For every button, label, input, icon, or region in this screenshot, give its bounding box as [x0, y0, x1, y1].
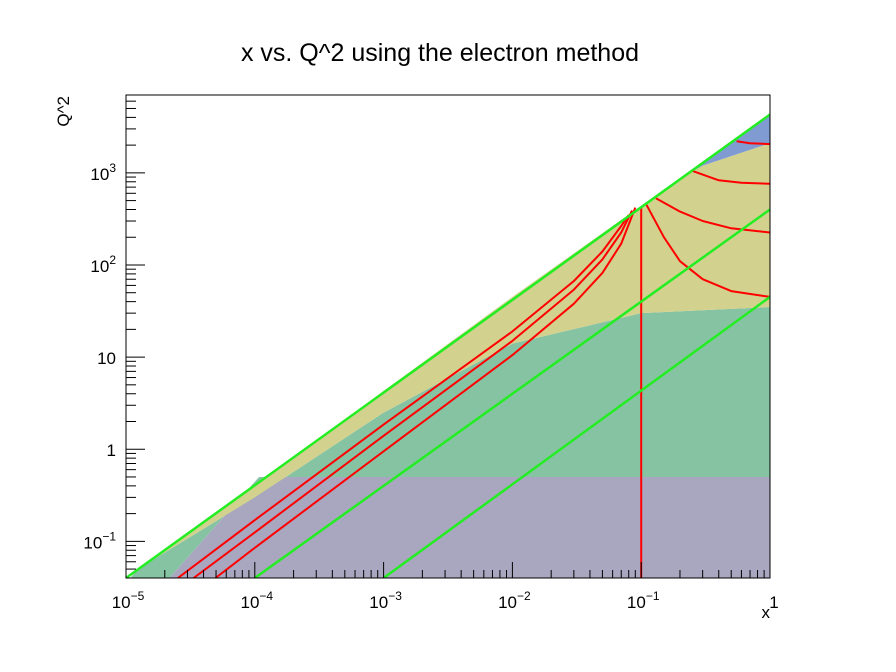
plot-frame: [125, 94, 771, 579]
x-tick-label: 10−5: [112, 589, 145, 612]
red-curve-4: [645, 204, 770, 298]
y-tick-label: 10: [97, 349, 116, 368]
region-2: [137, 143, 770, 570]
green-line-2: [382, 295, 770, 578]
region-1: [130, 307, 770, 578]
phase-space-regions: [130, 114, 770, 578]
x-tick-label: 10−1: [627, 589, 660, 612]
y-tick-label: 102: [90, 253, 116, 276]
red-curve-7: [736, 140, 770, 146]
y-axis-label: Q^2: [54, 96, 73, 127]
y-tick-label: 10−1: [83, 529, 116, 552]
x-tick-label: 10−2: [498, 589, 531, 612]
region-0: [169, 477, 770, 578]
tick-labels: 10−5 10−4 10−3 10−2 10−1 1 10−1 1 10 102 103: [83, 161, 778, 612]
red-curve-6: [692, 169, 770, 185]
red-curve-1: [193, 210, 633, 578]
green-line-0: [126, 113, 770, 578]
chart-title: x vs. Q^2 using the electron method: [241, 39, 639, 67]
curves: [126, 113, 770, 578]
x-tick-label: 1: [769, 593, 778, 612]
x-tick-label: 10−3: [369, 589, 402, 612]
y-tick-label: 1: [107, 441, 116, 460]
green-line-1: [254, 208, 770, 578]
axis-ticks: [125, 94, 771, 579]
x-tick-label: 10−4: [240, 589, 273, 612]
x-axis-label: x: [762, 603, 771, 622]
red-curve-2: [214, 207, 637, 578]
y-tick-label: 103: [90, 161, 116, 184]
red-curve-0: [177, 214, 630, 578]
red-curve-5: [655, 197, 770, 234]
